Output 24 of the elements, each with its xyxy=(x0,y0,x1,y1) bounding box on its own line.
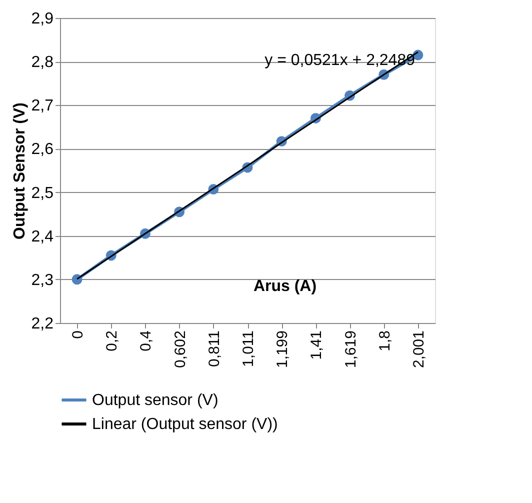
y-tick-label: 2,6 xyxy=(31,141,54,158)
x-tick-label: 1,8 xyxy=(376,330,394,352)
legend-label: Output sensor (V) xyxy=(92,392,218,409)
x-tick-label: 0,2 xyxy=(104,330,121,352)
y-tick-label: 2,7 xyxy=(31,98,54,115)
x-tick-label: 1,199 xyxy=(274,330,292,368)
y-axis-title: Output Sensor (V) xyxy=(11,102,28,240)
legend-label: Linear (Output sensor (V)) xyxy=(92,416,278,433)
point xyxy=(72,274,82,285)
x-tick-label: 1,011 xyxy=(240,330,257,367)
y-tick-label: 2,4 xyxy=(31,228,54,246)
x-tick-label: 0,602 xyxy=(172,330,189,368)
x-tick-label: 1,619 xyxy=(342,330,360,368)
x-axis-title: Arus (A) xyxy=(253,278,317,295)
y-tick-label: 2,9 xyxy=(31,10,54,28)
x-tick-label: 2,001 xyxy=(410,330,428,368)
x-tick-label: 0,4 xyxy=(138,330,155,352)
y-tick-label: 2,8 xyxy=(31,54,54,72)
y-tick-label: 2,5 xyxy=(31,184,54,202)
x-tick-label: 0 xyxy=(70,330,87,339)
x-tick-label: 0,811 xyxy=(206,330,223,367)
y-tick-label: 2,3 xyxy=(31,272,54,289)
y-tick-label: 2,2 xyxy=(31,316,54,332)
x-tick-label: 1,41 xyxy=(308,330,326,360)
